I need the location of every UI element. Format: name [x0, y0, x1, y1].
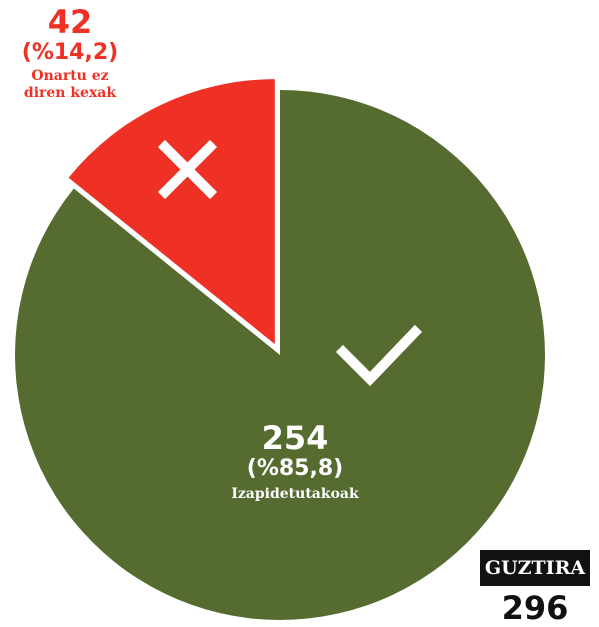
value-label: 254: [261, 419, 329, 457]
x-icon: [157, 139, 218, 200]
category-label: Onartu ez diren kexak: [23, 68, 117, 101]
red-label: 42 (%14,2) Onartu ez diren kexak: [10, 6, 130, 102]
category-label: Izapidetutakoak: [231, 486, 359, 502]
total-label: GUZTIRA: [480, 550, 590, 586]
total-value: 296: [501, 589, 569, 627]
value-label: 42: [47, 3, 93, 41]
percent-label: (%14,2): [21, 40, 119, 65]
pie-slice: [14, 90, 545, 620]
percent-label: (%85,8): [246, 456, 344, 481]
green-label: 254 (%85,8) Izapidetutakoak: [195, 422, 395, 503]
check-icon: [335, 324, 423, 387]
pie-slice: [68, 79, 275, 345]
